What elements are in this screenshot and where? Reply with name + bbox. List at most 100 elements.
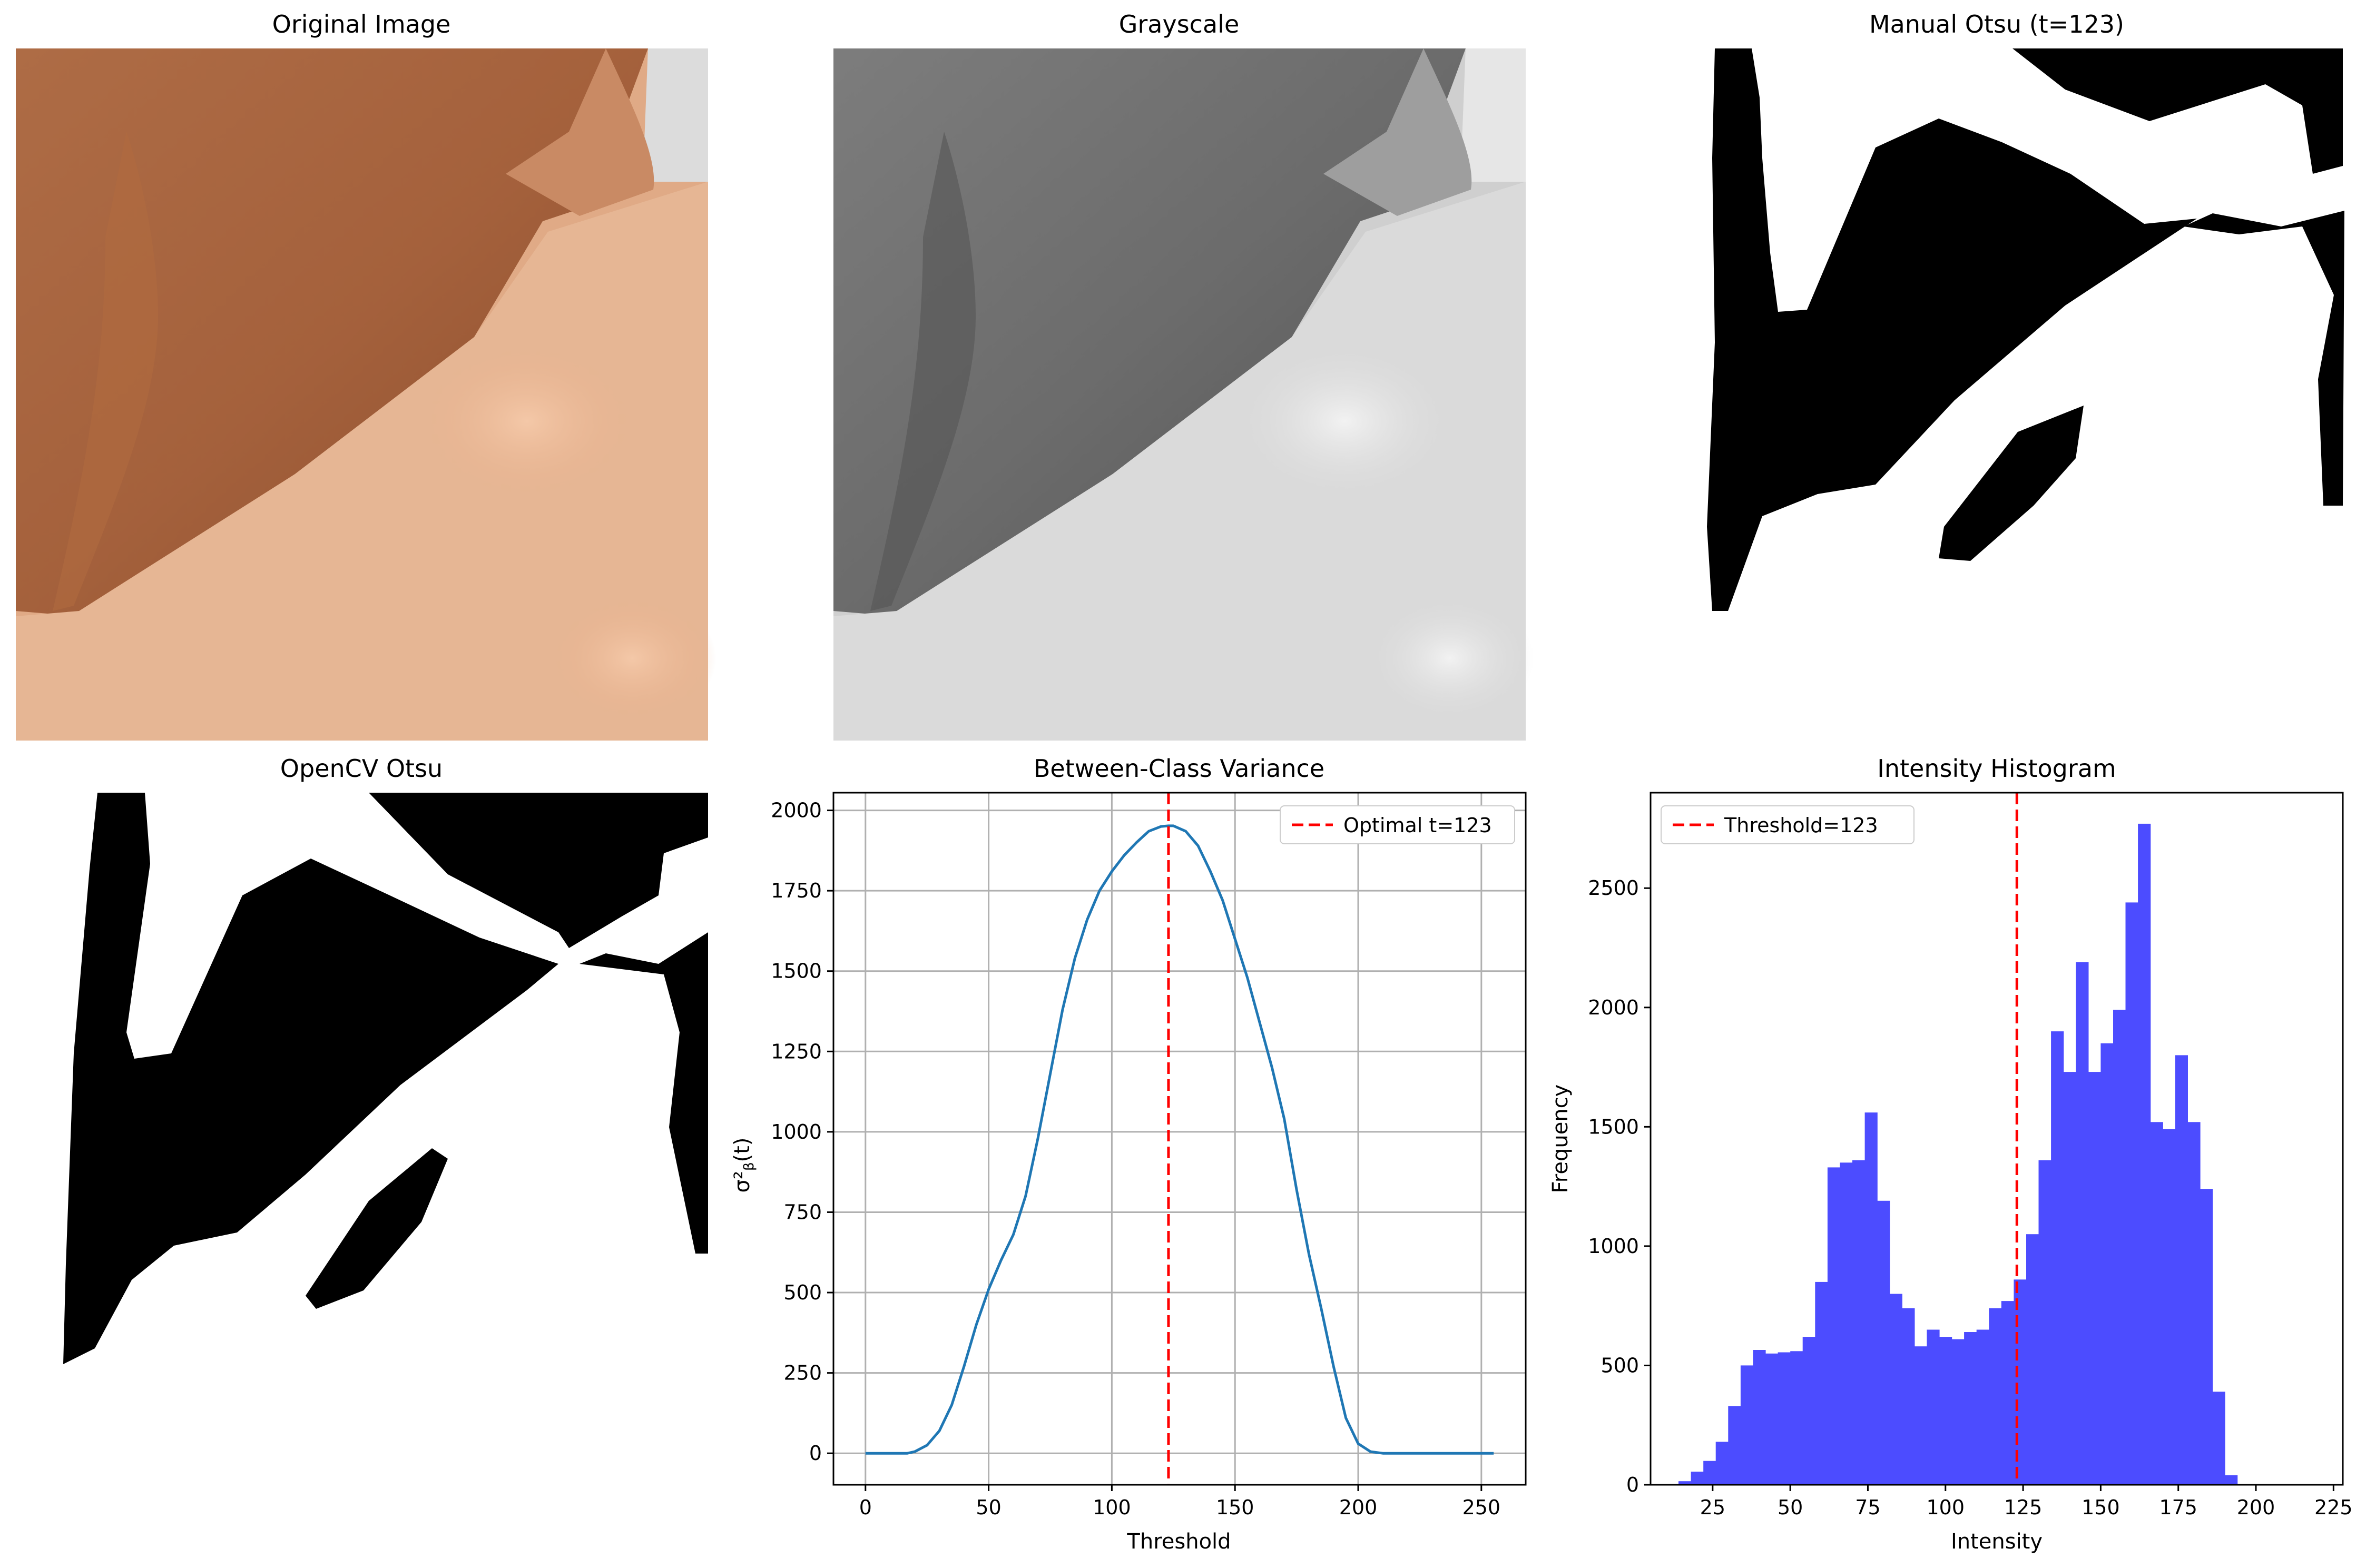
histogram-bar bbox=[1740, 1365, 1754, 1485]
histogram-chart-title: Intensity Histogram bbox=[1877, 754, 2116, 783]
histogram-bar bbox=[1715, 1442, 1729, 1485]
variance-ytick-label: 1500 bbox=[771, 960, 822, 983]
histogram-bar bbox=[2200, 1189, 2213, 1485]
variance-ticks: 0 50 100 150 200 250 0 250 500 750 1000 1250 1500 175… bbox=[771, 799, 1500, 1519]
histogram-bar bbox=[1691, 1472, 1704, 1485]
variance-ytick-label: 250 bbox=[783, 1362, 822, 1385]
variance-legend-label: Optimal t=123 bbox=[1343, 814, 1492, 837]
variance-xtick-label: 250 bbox=[1462, 1496, 1501, 1519]
histogram-ticks: 25 50 75 100 125 150 175 200 225 0 500 1000 1500 2000… bbox=[1588, 876, 2352, 1519]
histogram-xtick-label: 200 bbox=[2237, 1496, 2275, 1519]
histogram-bar bbox=[1902, 1308, 1915, 1485]
variance-xtick-label: 50 bbox=[976, 1496, 1001, 1519]
histogram-plot-frame bbox=[1650, 792, 2344, 1486]
histogram-xtick-label: 100 bbox=[1927, 1496, 1965, 1519]
histogram-bar bbox=[2212, 1392, 2225, 1485]
histogram-chart-ylabel: Frequency bbox=[1548, 1084, 1573, 1194]
histogram-bar bbox=[1889, 1294, 1902, 1485]
histogram-ytick-label: 2500 bbox=[1588, 876, 1639, 900]
variance-legend: Optimal t=123 bbox=[1280, 805, 1515, 844]
histogram-bar bbox=[1927, 1329, 1940, 1485]
histogram-xtick-label: 50 bbox=[1778, 1496, 1803, 1519]
panel-manual-otsu: Manual Otsu (t=123) bbox=[1651, 10, 2344, 741]
manual-otsu-mask bbox=[1651, 48, 2344, 741]
histogram-xtick-label: 125 bbox=[2004, 1496, 2043, 1519]
histogram-bar bbox=[2088, 1072, 2101, 1485]
panel-original: Original Image bbox=[16, 10, 716, 741]
variance-xtick-label: 150 bbox=[1216, 1496, 1254, 1519]
histogram-bar bbox=[1703, 1461, 1716, 1485]
variance-xtick-label: 200 bbox=[1339, 1496, 1378, 1519]
histogram-bar bbox=[1914, 1346, 1928, 1485]
histogram-bar bbox=[1840, 1162, 1853, 1485]
histogram-bar bbox=[1728, 1406, 1741, 1485]
histogram-bar bbox=[2001, 1301, 2014, 1485]
histogram-chart: Intensity Histogram Intensity Frequency … bbox=[1548, 754, 2353, 1554]
histogram-xtick-label: 75 bbox=[1855, 1496, 1880, 1519]
histogram-bar bbox=[2051, 1031, 2064, 1485]
histogram-bar bbox=[1678, 1481, 1692, 1485]
histogram-legend-label: Threshold=123 bbox=[1724, 814, 1878, 837]
histogram-bar bbox=[1802, 1337, 1815, 1485]
variance-ytick-label: 1250 bbox=[771, 1040, 822, 1063]
histogram-bar bbox=[1790, 1351, 1803, 1485]
histogram-chart-xlabel: Intensity bbox=[1951, 1530, 2043, 1554]
histogram-bars bbox=[1678, 823, 2238, 1485]
histogram-ytick-label: 1000 bbox=[1588, 1235, 1639, 1258]
histogram-bar bbox=[1939, 1337, 1952, 1485]
histogram-bar bbox=[2026, 1234, 2039, 1485]
histogram-bar bbox=[2038, 1160, 2051, 1485]
original-image bbox=[16, 48, 716, 741]
panel-grayscale: Grayscale bbox=[833, 10, 1534, 741]
histogram-bar bbox=[2163, 1129, 2176, 1485]
histogram-bar bbox=[1852, 1160, 1866, 1485]
variance-chart-title: Between-Class Variance bbox=[1034, 754, 1324, 783]
panel-opencv-otsu: OpenCV Otsu bbox=[16, 754, 708, 1485]
histogram-xtick-label: 225 bbox=[2314, 1496, 2353, 1519]
variance-ytick-label: 2000 bbox=[771, 799, 822, 822]
histogram-bar bbox=[1976, 1329, 1989, 1485]
variance-chart: Between-Class Variance Threshold σ²β(t) … bbox=[730, 754, 1527, 1554]
variance-plot-frame bbox=[832, 792, 1527, 1486]
histogram-bar bbox=[2175, 1055, 2188, 1485]
histogram-bar bbox=[1827, 1167, 1841, 1485]
variance-chart-ylabel: σ²β(t) bbox=[730, 1138, 757, 1193]
histogram-xtick-label: 175 bbox=[2159, 1496, 2197, 1519]
histogram-bar bbox=[1877, 1200, 1890, 1485]
variance-xtick-label: 0 bbox=[859, 1496, 872, 1519]
panel-title-original: Original Image bbox=[272, 10, 451, 38]
histogram-bar bbox=[2150, 1122, 2163, 1485]
histogram-ytick-label: 0 bbox=[1626, 1473, 1639, 1496]
variance-grid bbox=[833, 793, 1526, 1485]
variance-ytick-label: 750 bbox=[783, 1200, 822, 1224]
panel-title-opencv-otsu: OpenCV Otsu bbox=[280, 754, 443, 783]
histogram-bar bbox=[1815, 1281, 1828, 1485]
histogram-bar bbox=[1753, 1350, 1766, 1485]
histogram-bar bbox=[2225, 1475, 2238, 1485]
panel-title-grayscale: Grayscale bbox=[1119, 10, 1240, 38]
histogram-ytick-label: 2000 bbox=[1588, 996, 1639, 1019]
histogram-xtick-label: 25 bbox=[1700, 1496, 1725, 1519]
histogram-bar bbox=[2076, 962, 2089, 1485]
variance-chart-xlabel: Threshold bbox=[1126, 1530, 1231, 1554]
histogram-bar bbox=[2113, 1010, 2126, 1485]
grayscale-image bbox=[833, 48, 1534, 741]
histogram-ytick-label: 500 bbox=[1601, 1354, 1639, 1377]
histogram-bar bbox=[1989, 1308, 2002, 1485]
histogram-bar bbox=[2187, 1122, 2201, 1485]
variance-ytick-label: 1000 bbox=[771, 1120, 822, 1143]
variance-ytick-label: 0 bbox=[809, 1442, 822, 1465]
variance-curve bbox=[865, 824, 1494, 1455]
variance-xtick-label: 100 bbox=[1093, 1496, 1131, 1519]
histogram-bar bbox=[2138, 823, 2151, 1485]
histogram-bar bbox=[2125, 902, 2138, 1485]
histogram-xtick-label: 150 bbox=[2082, 1496, 2120, 1519]
histogram-bar bbox=[1778, 1352, 1791, 1485]
histogram-bar bbox=[1964, 1332, 1977, 1485]
histogram-bar bbox=[2100, 1043, 2114, 1485]
histogram-legend: Threshold=123 bbox=[1661, 805, 1915, 844]
variance-ytick-label: 1750 bbox=[771, 879, 822, 902]
variance-ytick-label: 500 bbox=[783, 1281, 822, 1304]
histogram-bar bbox=[1951, 1339, 1965, 1485]
